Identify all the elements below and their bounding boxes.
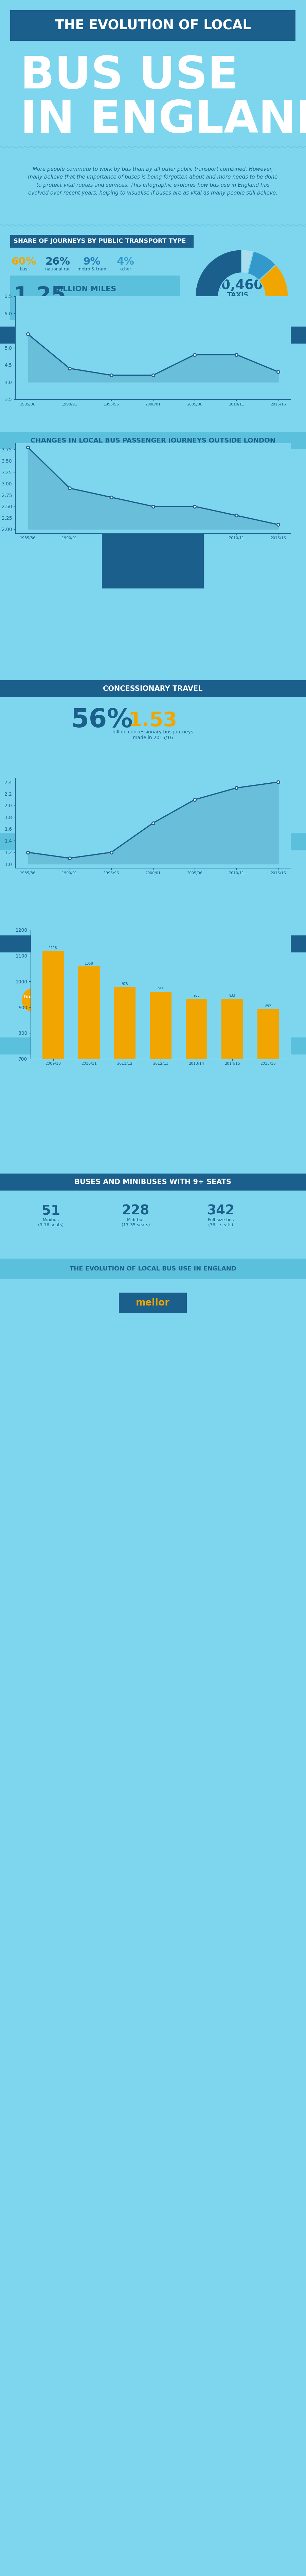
Text: 1.25: 1.25 xyxy=(13,286,66,307)
Bar xyxy=(150,992,171,1239)
Text: THE EVOLUTION OF LOCAL BUS USE IN ENGLAND: THE EVOLUTION OF LOCAL BUS USE IN ENGLAN… xyxy=(69,1265,236,1273)
Text: There are hundreds of bus operators in England. The bus market
is dominated by f: There are hundreds of bus operators in E… xyxy=(76,963,229,981)
Text: metro & tram: metro & tram xyxy=(77,268,106,270)
Text: 933: 933 xyxy=(229,994,235,997)
Text: BUS OPERATORS IN ENGLAND: BUS OPERATORS IN ENGLAND xyxy=(94,940,212,948)
Bar xyxy=(10,276,180,319)
Text: IN ENGLAND: IN ENGLAND xyxy=(21,98,306,142)
Text: LOCAL BUS PASSENGER JOURNEYS: LOCAL BUS PASSENGER JOURNEYS xyxy=(84,332,221,337)
Circle shape xyxy=(73,989,97,1012)
Bar xyxy=(186,999,207,1239)
Text: in England in 2015/16: in England in 2015/16 xyxy=(54,301,106,307)
Bar xyxy=(119,1293,187,1314)
Text: 892: 892 xyxy=(265,1005,271,1007)
Text: Minibus
(9-16 seats): Minibus (9-16 seats) xyxy=(38,1218,64,1226)
Wedge shape xyxy=(248,250,276,281)
Bar xyxy=(102,459,204,587)
Circle shape xyxy=(124,989,148,1012)
Text: 56%: 56% xyxy=(71,708,133,732)
Text: 978: 978 xyxy=(122,981,128,987)
Bar xyxy=(0,835,306,850)
Bar xyxy=(222,999,243,1239)
Text: 958: 958 xyxy=(158,987,164,992)
Bar xyxy=(10,10,296,41)
Text: National Express: National Express xyxy=(171,994,203,999)
Text: 19/16: 19/16 xyxy=(17,464,70,479)
Text: NUMBER OF LICENSED LOCAL BUS OPERATORS IN ENGLAND: NUMBER OF LICENSED LOCAL BUS OPERATORS I… xyxy=(42,1043,264,1048)
Text: Go-Ahead: Go-Ahead xyxy=(127,994,145,999)
Text: 51: 51 xyxy=(42,1203,60,1216)
Text: FirstGroup: FirstGroup xyxy=(24,994,44,999)
Text: CHANGES IN LOCAL BUS PASSENGER JOURNEYS IN LONDON: CHANGES IN LOCAL BUS PASSENGER JOURNEYS … xyxy=(43,840,263,845)
Bar xyxy=(43,951,64,1239)
Wedge shape xyxy=(195,250,271,343)
Text: CHANGES IN LOCAL BUS PASSENGER JOURNEYS OUTSIDE LONDON: CHANGES IN LOCAL BUS PASSENGER JOURNEYS … xyxy=(30,438,275,443)
Text: BUS USE: BUS USE xyxy=(21,54,238,98)
Text: 26%: 26% xyxy=(45,258,70,268)
Bar xyxy=(114,987,136,1239)
Text: 228: 228 xyxy=(122,1203,150,1216)
Text: 1.53: 1.53 xyxy=(128,711,177,732)
Text: mellor: mellor xyxy=(136,1298,170,1309)
Text: 10,460: 10,460 xyxy=(212,278,263,291)
Text: other: other xyxy=(120,268,131,270)
Text: 1118: 1118 xyxy=(49,945,57,951)
Bar xyxy=(0,1260,306,1280)
Text: 4%: 4% xyxy=(117,258,134,268)
Circle shape xyxy=(175,989,199,1012)
Wedge shape xyxy=(242,250,253,273)
Bar xyxy=(0,680,306,698)
Text: travelled by local bus: travelled by local bus xyxy=(54,296,105,301)
Text: Arriva: Arriva xyxy=(79,994,91,999)
Text: Full-size bus
(36+ seats): Full-size bus (36+ seats) xyxy=(208,1218,234,1226)
Text: Stagecoach: Stagecoach xyxy=(227,994,248,999)
Text: 933: 933 xyxy=(193,994,200,997)
Text: More people commute to work by bus than by all other public transport combined. : More people commute to work by bus than … xyxy=(28,167,278,196)
Text: bus: bus xyxy=(20,268,28,270)
Bar xyxy=(0,327,306,343)
Text: 1058: 1058 xyxy=(85,961,93,966)
Text: TAXIS: TAXIS xyxy=(227,291,248,299)
Bar xyxy=(10,234,194,247)
Circle shape xyxy=(22,989,46,1012)
Text: 9%: 9% xyxy=(83,258,101,268)
Bar xyxy=(0,1175,306,1190)
Text: 85/86: 85/86 xyxy=(17,479,70,497)
Wedge shape xyxy=(256,265,288,332)
Bar xyxy=(78,966,100,1239)
Text: 60%: 60% xyxy=(11,258,36,268)
Text: THE EVOLUTION OF LOCAL: THE EVOLUTION OF LOCAL xyxy=(55,18,251,31)
Text: BUSES AND MINIBUSES WITH 9+ SEATS: BUSES AND MINIBUSES WITH 9+ SEATS xyxy=(74,1180,231,1185)
Text: Midi-bus
(17-35 seats): Midi-bus (17-35 seats) xyxy=(122,1218,150,1226)
Bar xyxy=(0,1038,306,1054)
Bar xyxy=(0,935,306,953)
Text: SHARE OF JOURNEYS BY PUBLIC TRANSPORT TYPE: SHARE OF JOURNEYS BY PUBLIC TRANSPORT TY… xyxy=(13,237,186,245)
Text: national rail: national rail xyxy=(45,268,70,270)
Text: CONCESSIONARY TRAVEL: CONCESSIONARY TRAVEL xyxy=(103,685,203,693)
Circle shape xyxy=(226,989,250,1012)
Text: billion concessionary bus journeys
made in 2015/16: billion concessionary bus journeys made … xyxy=(112,729,193,739)
Bar xyxy=(0,433,306,448)
Text: Passenger journeys made on local buses in England by financial year (billions): Passenger journeys made on local buses i… xyxy=(60,350,245,355)
Text: 342: 342 xyxy=(207,1203,235,1216)
Bar xyxy=(257,1010,279,1239)
Text: BILLION MILES: BILLION MILES xyxy=(54,286,116,294)
